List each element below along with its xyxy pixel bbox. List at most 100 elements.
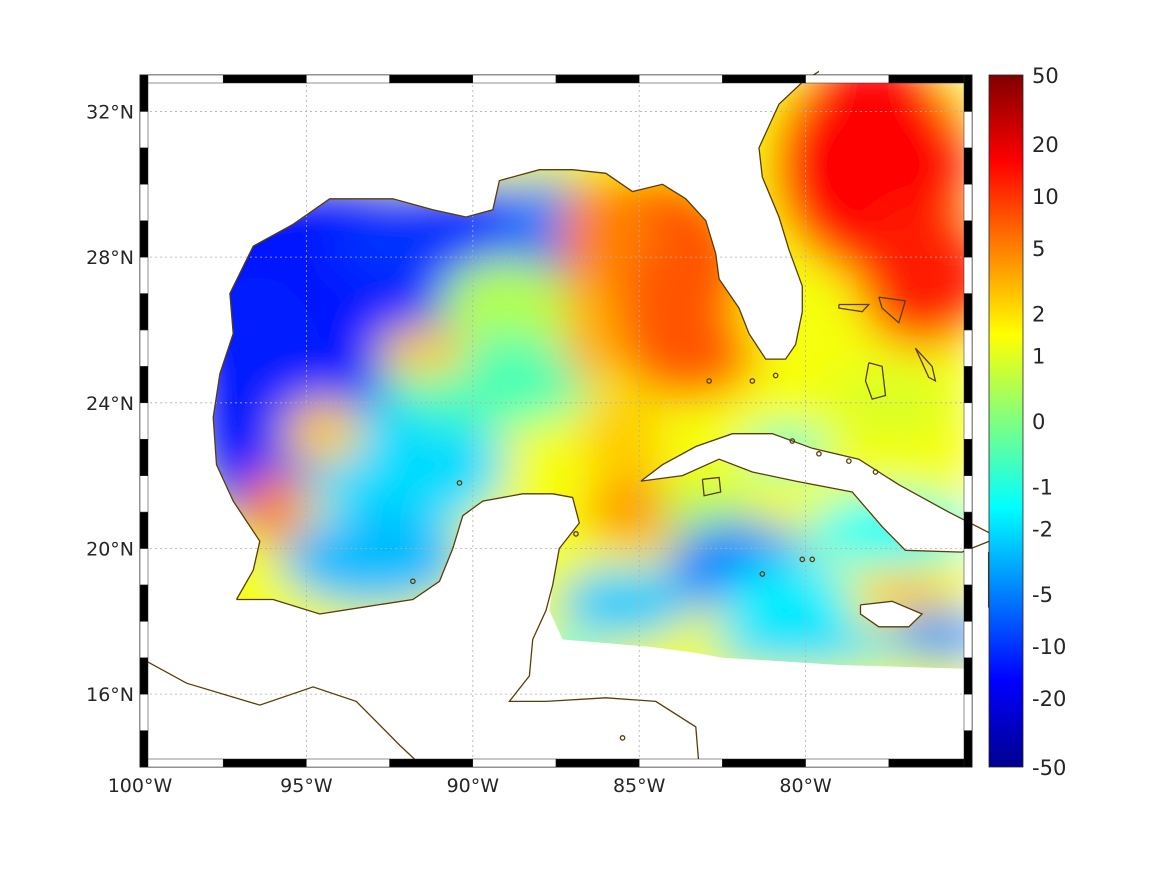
coastline	[864, 362, 887, 400]
colorbar-tick-label: -50	[1032, 756, 1066, 780]
lon-tick-label: 80°W	[779, 775, 832, 797]
frame-segment	[472, 74, 557, 84]
frame-segment	[963, 730, 973, 768]
colorbar-tick-label: 1	[1032, 344, 1045, 368]
islet	[456, 480, 463, 486]
colorbar-tick-label: -20	[1032, 687, 1066, 711]
coastline	[878, 296, 907, 324]
frame-segment	[139, 111, 149, 149]
coastline	[236, 493, 700, 768]
coastline	[838, 303, 871, 313]
frame-segment	[963, 366, 973, 404]
colorbar-tick-label: 5	[1032, 237, 1045, 261]
frame-segment	[139, 511, 149, 549]
map-frame	[139, 74, 973, 768]
lat-tick-label: 24°N	[86, 393, 134, 415]
colorbar-tick-label: 20	[1032, 133, 1059, 157]
islet	[772, 372, 779, 379]
frame-segment	[963, 548, 973, 586]
frame-segment	[139, 74, 224, 84]
frame-segment	[888, 758, 973, 768]
lon-tick-label: 95°W	[280, 775, 333, 797]
frame-segment	[963, 111, 973, 149]
frame-segment	[139, 438, 149, 476]
islet	[799, 556, 806, 563]
islet	[809, 556, 816, 563]
colorbar-tick-label: -1	[1032, 476, 1053, 500]
islet	[573, 531, 579, 537]
frame-segment	[963, 584, 973, 622]
frame-segment	[963, 402, 973, 440]
coastline	[139, 657, 424, 768]
frame-segment	[963, 657, 973, 695]
colorbar-tick-label: -10	[1032, 635, 1066, 659]
coastline	[859, 600, 924, 628]
frame-segment	[139, 548, 149, 586]
frame-segment	[139, 256, 149, 294]
lat-tick-label: 32°N	[86, 101, 134, 123]
lon-tick-label: 100°W	[108, 775, 173, 797]
frame-segment	[638, 758, 723, 768]
islet	[706, 378, 712, 384]
frame-segment	[139, 657, 149, 695]
frame-segment	[139, 730, 149, 768]
lat-tick-label: 28°N	[86, 247, 134, 269]
frame-segment	[222, 758, 307, 768]
frame-segment	[963, 475, 973, 513]
frame-segment	[555, 758, 640, 768]
frame-segment	[139, 293, 149, 331]
islet	[749, 378, 756, 384]
coastline	[212, 70, 820, 600]
lat-tick-label: 16°N	[86, 684, 134, 706]
frame-segment	[963, 621, 973, 658]
frame-segment	[139, 758, 224, 768]
frame-segment	[963, 256, 973, 294]
frame-segment	[139, 220, 149, 258]
colorbar-tick-label: 50	[1032, 64, 1059, 88]
frame-segment	[139, 74, 149, 112]
frame-segment	[963, 74, 973, 112]
lon-tick-label: 90°W	[447, 775, 500, 797]
frame-segment	[389, 74, 474, 84]
frame-segment	[963, 293, 973, 331]
lat-tick-label: 20°N	[86, 538, 134, 560]
frame-segment	[963, 147, 973, 185]
islet	[846, 458, 852, 464]
colorbar-tick-label: 0	[1032, 410, 1045, 434]
frame-segment	[139, 184, 149, 221]
frame-segment	[472, 758, 557, 768]
coastline	[701, 476, 722, 497]
frame-segment	[805, 74, 890, 84]
frame-segment	[963, 511, 973, 549]
islet	[789, 438, 796, 444]
frame-segment	[963, 329, 973, 367]
frame-segment	[555, 74, 640, 84]
lon-tick-label: 85°W	[613, 775, 666, 797]
colorbar-tick-label: 2	[1032, 303, 1045, 327]
frame-segment	[722, 74, 806, 84]
frame-segment	[139, 329, 149, 367]
coastline	[914, 347, 937, 383]
longitude-tick-labels: 100°W 95°W 90°W 85°W 80°W	[108, 775, 832, 797]
frame-segment	[139, 621, 149, 658]
islet	[410, 578, 416, 585]
islet	[619, 735, 626, 741]
frame-segment	[638, 74, 723, 84]
frame-segment	[722, 758, 806, 768]
frame-segment	[139, 584, 149, 622]
frame-segment	[139, 402, 149, 440]
islet	[759, 571, 766, 577]
frame-segment	[139, 475, 149, 513]
frame-segment	[139, 693, 149, 731]
frame-segment	[222, 74, 307, 84]
frame-segment	[306, 74, 390, 84]
islet	[816, 450, 822, 457]
colorbar-tick-label: -5	[1032, 583, 1053, 607]
frame-segment	[306, 758, 390, 768]
frame-segment	[805, 758, 890, 768]
frame-segment	[963, 220, 973, 258]
frame-segment	[139, 147, 149, 185]
